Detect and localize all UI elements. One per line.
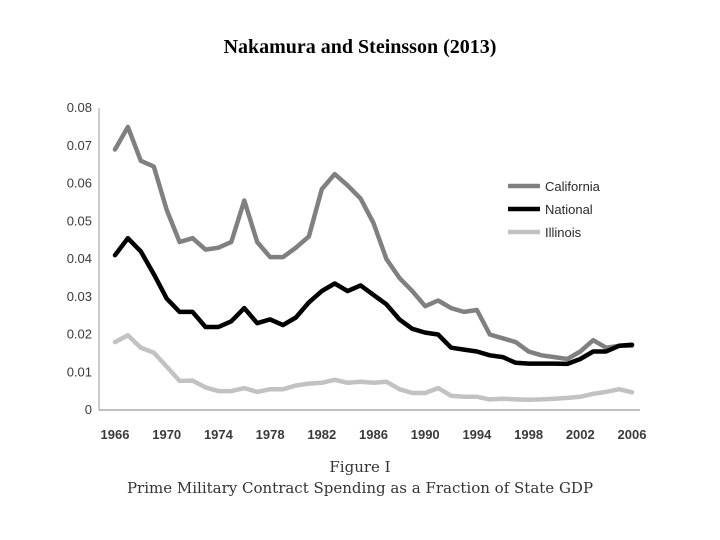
legend-label-national: National [545, 202, 593, 217]
x-tick-label: 2006 [618, 427, 647, 442]
y-tick-label: 0.05 [67, 213, 92, 228]
y-tick-label: 0.07 [67, 138, 92, 153]
y-tick-label: 0.04 [67, 251, 92, 266]
legend-label-california: California [545, 179, 601, 194]
x-tick-label: 1966 [101, 427, 130, 442]
y-tick-label: 0 [85, 402, 92, 417]
x-tick-label: 1994 [462, 427, 492, 442]
slide-title: Nakamura and Steinsson (2013) [223, 36, 497, 58]
x-tick-label: 1990 [411, 427, 440, 442]
y-tick-label: 0.01 [67, 364, 92, 379]
series-line-california [112, 124, 635, 362]
y-tick-label: 0.02 [67, 327, 92, 342]
y-axis-ticks: 0 0.01 0.02 0.03 0.04 0.05 0.06 0.07 0.08 [67, 100, 92, 417]
y-tick-label: 0.06 [67, 176, 92, 191]
y-tick-label: 0.08 [67, 100, 92, 115]
legend-label-illinois: Illinois [545, 225, 582, 240]
x-tick-label: 1970 [152, 427, 181, 442]
x-tick-label: 1986 [359, 427, 388, 442]
figure-label: Figure I [329, 458, 390, 476]
x-tick-label: 2002 [566, 427, 595, 442]
series-line-national [112, 235, 635, 367]
legend: California National Illinois [508, 179, 601, 240]
x-tick-label: 1974 [204, 427, 234, 442]
figure-caption: Prime Military Contract Spending as a Fr… [127, 479, 593, 497]
x-tick-label: 1998 [514, 427, 543, 442]
series-lines [112, 124, 635, 403]
x-tick-label: 1978 [256, 427, 285, 442]
series-line-illinois [112, 333, 635, 403]
x-tick-label: 1982 [307, 427, 336, 442]
x-axis-ticks: 1966 1970 1974 1978 1982 1986 1990 1994 1998 2002… [101, 427, 647, 442]
y-tick-label: 0.03 [67, 289, 92, 304]
